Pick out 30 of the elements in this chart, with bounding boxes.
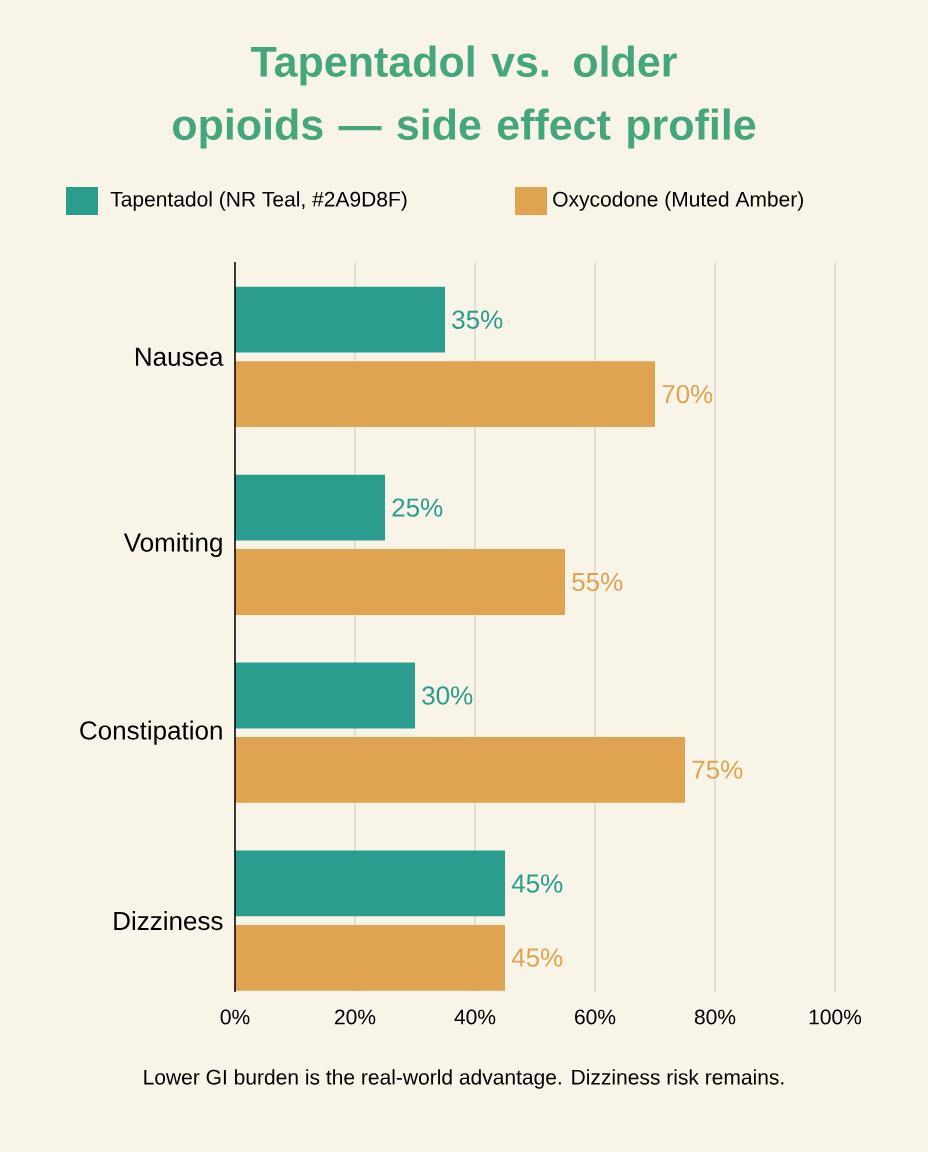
bar — [235, 361, 655, 427]
data-label: 25% — [392, 498, 443, 517]
legend-label: Tapentadol (NR Teal, #2A9D8F) — [110, 191, 407, 211]
legend-label: Oxycodone (Muted Amber) — [553, 191, 803, 211]
y-tick-label: Vomiting — [123, 532, 222, 557]
data-label: 55% — [572, 572, 623, 592]
chart-title: Tapentadol vs. older opioids — side effect profile — [173, 45, 756, 149]
data-label: 35% — [452, 310, 503, 329]
bar — [235, 850, 505, 917]
x-tick-label: 100% — [809, 1009, 862, 1025]
data-label: 30% — [422, 686, 473, 705]
data-label: 75% — [692, 760, 743, 779]
bar — [235, 549, 565, 615]
data-label: 45% — [511, 948, 563, 967]
bar — [235, 924, 505, 991]
data-label: 45% — [511, 874, 563, 893]
bar — [235, 662, 415, 729]
x-tick-label: 20% — [335, 1009, 376, 1025]
bar — [235, 737, 685, 803]
text: Lower GI burden is the real-world advantage. Dizziness risk remains. — [144, 1069, 784, 1089]
y-tick-label: Dizziness — [114, 911, 223, 931]
x-tick-label: 80% — [694, 1009, 736, 1025]
x-tick-label: 60% — [575, 1009, 616, 1025]
x-tick-label: 40% — [454, 1009, 496, 1025]
x-tick-label: 0% — [220, 1009, 250, 1025]
y-tick-label: Nausea — [135, 347, 224, 366]
y-tick-label: Constipation — [80, 720, 222, 745]
data-label: 70% — [662, 384, 713, 404]
bar — [235, 474, 385, 541]
bar — [235, 286, 445, 353]
